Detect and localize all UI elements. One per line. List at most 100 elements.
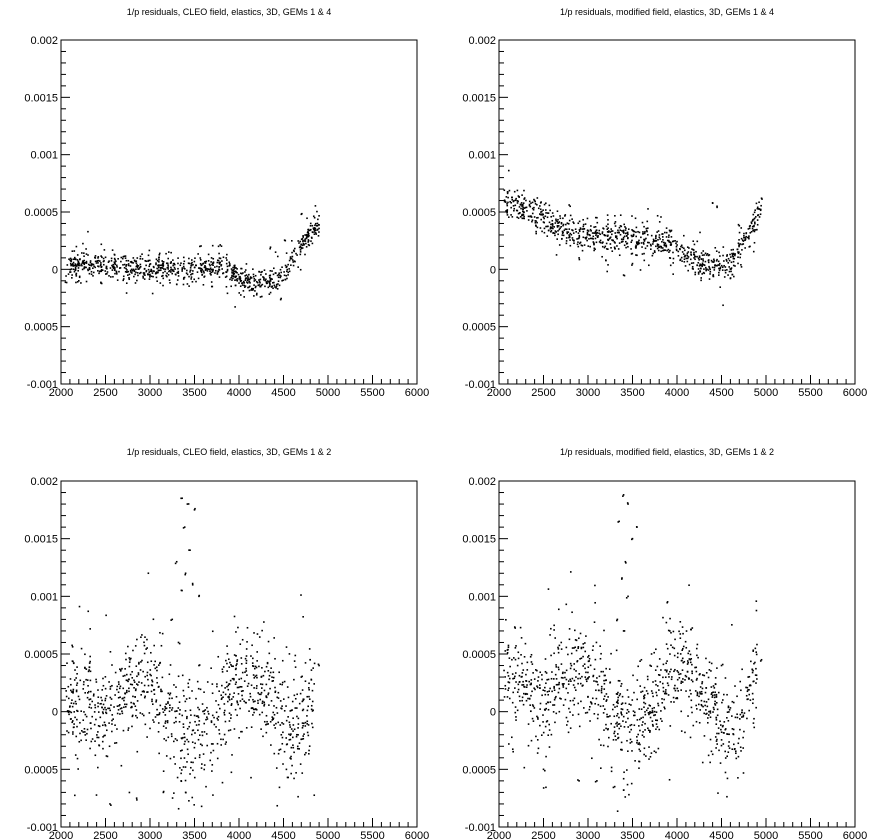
- data-point: [513, 199, 515, 202]
- data-point: [623, 630, 626, 632]
- data-point: [666, 647, 669, 650]
- data-point: [558, 710, 561, 713]
- data-point: [650, 690, 653, 692]
- data-point: [517, 651, 520, 654]
- data-point: [161, 632, 164, 635]
- data-point: [124, 270, 127, 273]
- data-point: [290, 257, 293, 260]
- data-point: [204, 261, 206, 263]
- data-point: [178, 701, 181, 703]
- data-point: [116, 273, 118, 275]
- data-point: [144, 636, 146, 638]
- data-point: [568, 638, 571, 641]
- data-point: [269, 280, 272, 282]
- data-point: [248, 699, 250, 701]
- data-point: [134, 705, 137, 708]
- data-point: [716, 738, 718, 741]
- data-point: [153, 664, 155, 666]
- data-point: [587, 656, 589, 658]
- data-point: [226, 662, 228, 665]
- data-point: [310, 704, 313, 707]
- data-point: [545, 225, 547, 228]
- data-point: [652, 238, 655, 241]
- data-point: [206, 718, 209, 720]
- data-point: [695, 704, 697, 707]
- data-point: [307, 705, 309, 708]
- data-point: [737, 223, 740, 226]
- data-point: [174, 562, 177, 565]
- data-point: [580, 228, 582, 230]
- data-point: [534, 224, 537, 227]
- data-point: [253, 667, 256, 670]
- data-point: [109, 651, 112, 653]
- data-point: [212, 794, 214, 796]
- data-point: [546, 212, 549, 214]
- data-point: [74, 263, 77, 265]
- data-point: [181, 674, 184, 677]
- data-point: [734, 254, 736, 257]
- data-point: [297, 717, 300, 720]
- data-point: [614, 225, 617, 227]
- data-point: [175, 560, 178, 563]
- data-point: [269, 687, 271, 690]
- data-point: [203, 712, 206, 715]
- data-point: [716, 732, 718, 735]
- data-point: [80, 729, 83, 732]
- data-point: [158, 713, 161, 716]
- data-point: [171, 797, 174, 799]
- data-point: [526, 684, 528, 686]
- data-point: [585, 236, 588, 239]
- data-point: [260, 691, 263, 694]
- data-point: [599, 657, 602, 660]
- data-point: [582, 643, 585, 645]
- data-point: [192, 270, 194, 272]
- data-point: [211, 692, 214, 695]
- data-point: [514, 647, 517, 649]
- data-point: [236, 271, 238, 274]
- data-point: [87, 263, 90, 266]
- x-tick-label: 6000: [843, 387, 867, 399]
- data-point: [303, 753, 306, 756]
- data-point: [536, 715, 538, 718]
- data-point: [758, 201, 760, 204]
- data-point: [70, 264, 72, 267]
- data-point: [680, 244, 683, 247]
- data-point: [308, 682, 310, 685]
- data-point: [297, 734, 299, 736]
- data-point: [209, 264, 211, 267]
- data-point: [227, 658, 230, 661]
- data-point: [668, 239, 670, 242]
- data-point: [166, 720, 169, 722]
- data-point: [655, 237, 657, 240]
- data-point: [523, 207, 526, 209]
- data-point: [696, 677, 698, 680]
- data-point: [138, 681, 140, 683]
- data-point: [638, 708, 641, 710]
- data-point: [755, 667, 757, 670]
- data-point: [690, 657, 693, 660]
- data-point: [78, 275, 81, 278]
- data-point: [104, 699, 107, 702]
- data-point: [211, 270, 214, 273]
- data-point: [165, 739, 167, 742]
- data-point: [261, 270, 263, 273]
- data-point: [562, 684, 564, 687]
- data-point: [715, 260, 718, 262]
- data-point: [288, 259, 291, 262]
- data-point: [154, 660, 156, 663]
- data-point: [76, 757, 79, 760]
- data-point: [162, 263, 165, 265]
- data-point: [198, 664, 201, 666]
- data-point: [240, 677, 243, 680]
- x-tick-label: 5000: [754, 830, 778, 839]
- data-point: [748, 246, 751, 248]
- data-point: [682, 632, 684, 635]
- data-point: [159, 631, 161, 634]
- data-point: [147, 268, 150, 271]
- data-point: [594, 226, 597, 228]
- data-point: [127, 680, 129, 683]
- data-point: [698, 256, 701, 259]
- data-point: [707, 261, 710, 264]
- data-point: [747, 236, 750, 239]
- data-point: [233, 728, 236, 730]
